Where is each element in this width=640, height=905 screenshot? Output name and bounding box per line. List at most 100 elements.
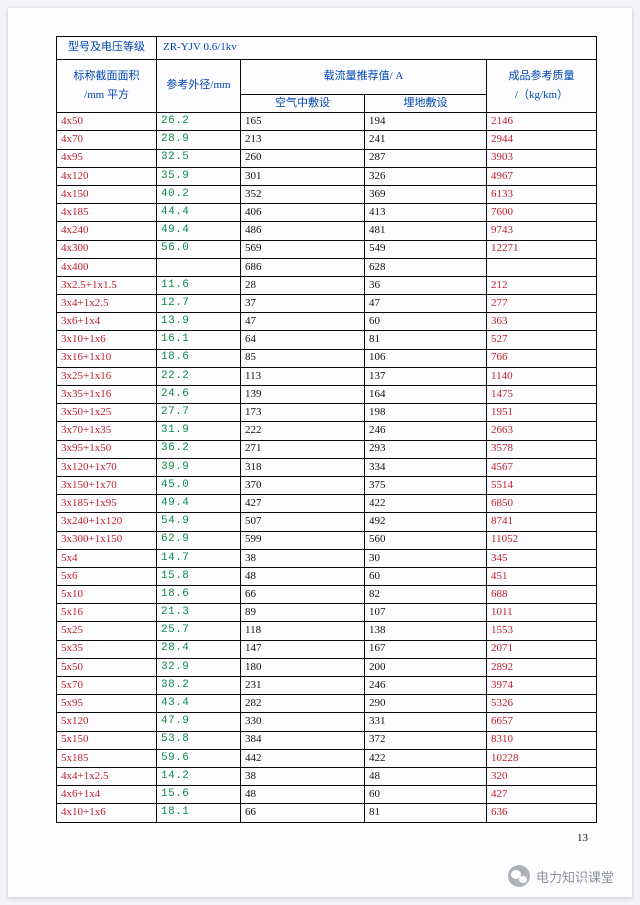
table-row: 3x6+1x413.94760363	[57, 313, 597, 331]
cell-bury: 422	[365, 749, 487, 767]
cell-spec: 4x300	[57, 240, 157, 258]
cell-spec: 5x150	[57, 731, 157, 749]
table-row: 4x30056.056954912271	[57, 240, 597, 258]
cell-air: 427	[241, 495, 365, 513]
table-row: 5x5032.91802002892	[57, 658, 597, 676]
cell-dia: 18.6	[157, 349, 241, 367]
cell-dia: 16.1	[157, 331, 241, 349]
header-spec-line1: 标称截面面积	[61, 71, 152, 83]
cell-bury: 164	[365, 386, 487, 404]
cell-air: 37	[241, 295, 365, 313]
table-row: 5x12047.93303316657	[57, 713, 597, 731]
cell-dia: 28.4	[157, 640, 241, 658]
cell-air: 47	[241, 313, 365, 331]
cell-wt: 212	[487, 276, 597, 294]
table-row: 4x10+1x618.16681636	[57, 804, 597, 822]
cell-dia: 32.5	[157, 149, 241, 167]
cell-dia: 13.9	[157, 313, 241, 331]
cell-bury: 30	[365, 549, 487, 567]
cell-dia	[157, 258, 241, 276]
cell-air: 66	[241, 804, 365, 822]
cell-spec: 5x95	[57, 695, 157, 713]
cell-spec: 5x50	[57, 658, 157, 676]
cell-bury: 334	[365, 458, 487, 476]
cell-spec: 5x4	[57, 549, 157, 567]
cell-air: 147	[241, 640, 365, 658]
cell-wt: 1951	[487, 404, 597, 422]
table-row: 3x35+1x1624.61391641475	[57, 386, 597, 404]
header-row-1: 型号及电压等级 ZR-YJV 0.6/1kv	[57, 37, 597, 60]
cell-air: 165	[241, 113, 365, 131]
cell-bury: 246	[365, 677, 487, 695]
cell-spec: 3x16+1x10	[57, 349, 157, 367]
cell-wt: 7600	[487, 204, 597, 222]
cell-bury: 107	[365, 604, 487, 622]
cell-spec: 4x4+1x2.5	[57, 767, 157, 785]
cell-wt: 636	[487, 804, 597, 822]
cell-wt: 3903	[487, 149, 597, 167]
cell-bury: 331	[365, 713, 487, 731]
cell-spec: 4x95	[57, 149, 157, 167]
cell-dia: 43.4	[157, 695, 241, 713]
header-spec: 标称截面面积 /mm 平方	[57, 60, 157, 113]
cell-spec: 3x10+1x6	[57, 331, 157, 349]
cell-wt: 11052	[487, 531, 597, 549]
cell-bury: 326	[365, 167, 487, 185]
cell-wt: 5326	[487, 695, 597, 713]
cell-spec: 3x70+1x35	[57, 422, 157, 440]
cell-wt: 3578	[487, 440, 597, 458]
table-row: 3x2.5+1x1.511.62836212	[57, 276, 597, 294]
cell-air: 301	[241, 167, 365, 185]
cell-dia: 15.6	[157, 786, 241, 804]
table-row: 3x240+1x12054.95074928741	[57, 513, 597, 531]
table-row: 4x18544.44064137600	[57, 204, 597, 222]
cell-wt: 1475	[487, 386, 597, 404]
cell-air: 507	[241, 513, 365, 531]
cell-wt: 4967	[487, 167, 597, 185]
cell-spec: 3x185+1x95	[57, 495, 157, 513]
cell-bury: 36	[365, 276, 487, 294]
table-row: 4x7028.92132412944	[57, 131, 597, 149]
cell-bury: 287	[365, 149, 487, 167]
cell-bury: 481	[365, 222, 487, 240]
table-row: 4x5026.21651942146	[57, 113, 597, 131]
cell-bury: 549	[365, 240, 487, 258]
cell-bury: 369	[365, 185, 487, 203]
cell-dia: 45.0	[157, 476, 241, 494]
cell-bury: 375	[365, 476, 487, 494]
cell-air: 370	[241, 476, 365, 494]
cell-dia: 15.8	[157, 567, 241, 585]
cell-air: 384	[241, 731, 365, 749]
cell-bury: 241	[365, 131, 487, 149]
cell-spec: 4x6+1x4	[57, 786, 157, 804]
cell-wt: 6657	[487, 713, 597, 731]
cell-wt: 277	[487, 295, 597, 313]
cell-bury: 81	[365, 331, 487, 349]
cell-air: 569	[241, 240, 365, 258]
table-row: 5x615.84860451	[57, 567, 597, 585]
cell-wt: 527	[487, 331, 597, 349]
footer: 电力知识课堂	[508, 865, 614, 887]
cell-bury: 82	[365, 586, 487, 604]
cell-air: 28	[241, 276, 365, 294]
cell-wt: 3974	[487, 677, 597, 695]
cell-bury: 628	[365, 258, 487, 276]
header-model-value: ZR-YJV 0.6/1kv	[157, 37, 597, 60]
cell-dia: 22.2	[157, 367, 241, 385]
cell-air: 139	[241, 386, 365, 404]
cell-air: 48	[241, 567, 365, 585]
cell-dia: 14.7	[157, 549, 241, 567]
cell-spec: 3x2.5+1x1.5	[57, 276, 157, 294]
cell-bury: 198	[365, 404, 487, 422]
cell-wt: 363	[487, 313, 597, 331]
cell-air: 64	[241, 331, 365, 349]
cell-bury: 246	[365, 422, 487, 440]
cell-dia: 21.3	[157, 604, 241, 622]
cell-dia: 53.8	[157, 731, 241, 749]
cell-spec: 3x50+1x25	[57, 404, 157, 422]
cell-wt: 320	[487, 767, 597, 785]
cell-dia: 28.9	[157, 131, 241, 149]
table-row: 5x3528.41471672071	[57, 640, 597, 658]
wechat-icon	[508, 865, 530, 887]
cell-bury: 422	[365, 495, 487, 513]
